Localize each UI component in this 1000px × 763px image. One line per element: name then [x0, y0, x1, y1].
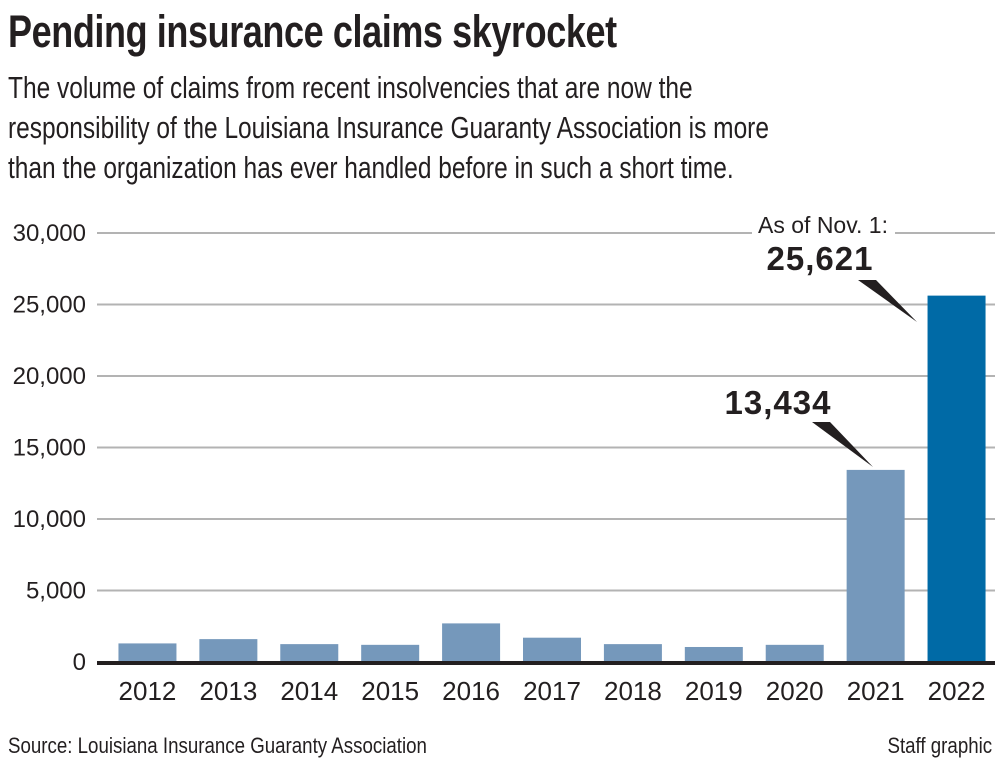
subtitle-line: The volume of claims from recent insolve… [8, 70, 693, 105]
bar-2017 [523, 637, 581, 662]
annotation-value: 13,434 [725, 384, 832, 421]
y-tick-label: 30,000 [13, 220, 86, 247]
y-tick-label: 5,000 [26, 578, 86, 605]
x-axis-ticks: 2012 2013 2014 2015 2016 2017 2018 2019 2020 2021… [119, 676, 986, 706]
bars [118, 295, 986, 662]
bar-2012 [118, 643, 177, 662]
credit-note: Staff graphic [887, 733, 992, 758]
subtitle-line: than the organization has ever handled b… [8, 150, 734, 185]
note-background [752, 212, 895, 242]
subtitle-line: responsibility of the Louisiana Insuranc… [8, 110, 769, 145]
y-tick-label: 25,000 [13, 292, 86, 319]
chart-subtitle: The volume of claims from recent insolve… [8, 68, 980, 188]
bar-2019 [684, 646, 743, 662]
chart-title: Pending insurance claims skyrocket [8, 6, 617, 57]
bar-2018 [603, 644, 662, 662]
y-tick-label: 0 [73, 649, 86, 676]
x-tick-label: 2015 [361, 676, 419, 706]
annotation-value: 25,621 [767, 240, 874, 277]
bar-2014 [280, 644, 339, 662]
x-tick-label: 2016 [442, 676, 500, 706]
bar-2016 [442, 623, 501, 662]
source-note: Source: Louisiana Insurance Guaranty Ass… [8, 733, 427, 758]
x-tick-label: 2017 [523, 676, 581, 706]
y-axis-ticks: 0 5,000 10,000 15,000 20,000 25,000 30,000 [13, 220, 86, 676]
x-tick-label: 2013 [199, 676, 257, 706]
bar-2015 [361, 644, 420, 662]
bar-2013 [199, 639, 258, 662]
x-tick-label: 2021 [847, 676, 905, 706]
y-tick-label: 20,000 [13, 363, 86, 390]
bar-2021 [846, 469, 905, 662]
x-tick-label: 2022 [928, 676, 986, 706]
bar-2020 [765, 644, 824, 662]
annotation-pointer [858, 280, 917, 322]
x-tick-label: 2012 [119, 676, 177, 706]
x-tick-label: 2020 [766, 676, 824, 706]
y-tick-label: 15,000 [13, 435, 86, 462]
annotation-pointer [812, 422, 873, 467]
x-tick-label: 2018 [604, 676, 662, 706]
x-tick-label: 2019 [685, 676, 743, 706]
x-tick-label: 2014 [280, 676, 338, 706]
annotation-note: As of Nov. 1: [758, 212, 888, 238]
y-tick-label: 10,000 [13, 506, 86, 533]
gridlines [97, 232, 995, 592]
bar-2022 [927, 295, 986, 662]
annotations: 13,434 As of Nov. 1:25,621 [725, 212, 917, 467]
